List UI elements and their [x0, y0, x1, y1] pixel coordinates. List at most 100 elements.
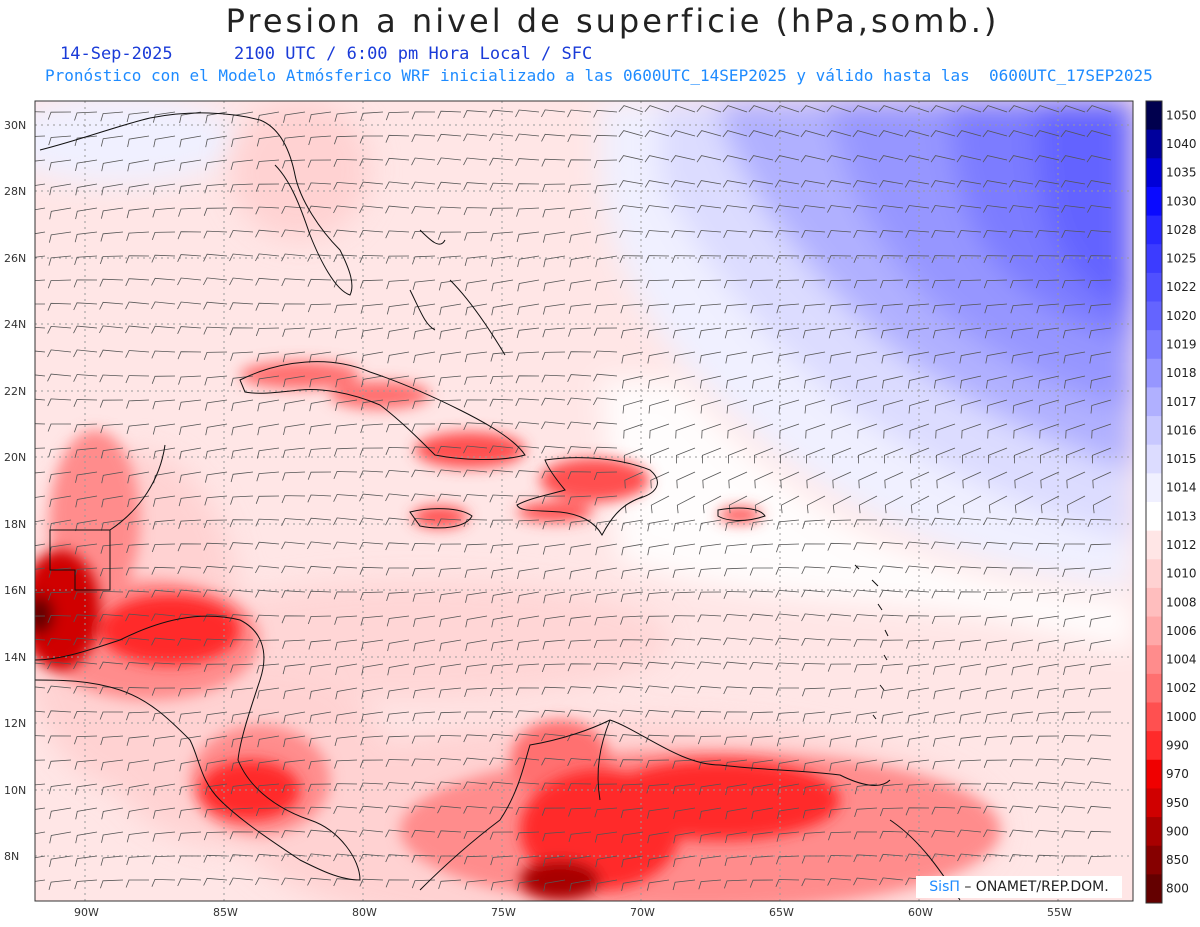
wind-barb [255, 807, 280, 817]
wind-barb [99, 711, 123, 720]
wind-barb [281, 518, 306, 526]
wind-barb [699, 807, 722, 820]
wind-barb [100, 231, 124, 242]
wind-barb [567, 159, 592, 168]
wind-barb [1089, 639, 1112, 652]
wind-barb [257, 111, 280, 124]
wind-barb [1009, 255, 1034, 264]
wind-barb [125, 278, 150, 287]
wind-barb [698, 879, 722, 890]
wind-barb [593, 662, 618, 671]
wind-barb [101, 159, 124, 172]
wind-barb [35, 735, 46, 737]
wind-barb [333, 783, 358, 792]
wind-barb [359, 853, 384, 862]
wind-barb [464, 255, 488, 267]
wind-barb [908, 399, 930, 414]
wind-barb [800, 155, 826, 163]
wind-barb [800, 180, 826, 188]
wind-barb [35, 135, 46, 137]
wind-barb [307, 517, 332, 526]
wind-barb [489, 494, 514, 503]
wind-barb [675, 423, 696, 439]
wind-barb [464, 375, 488, 385]
wind-barb [855, 711, 878, 723]
wind-barb [754, 471, 774, 489]
wind-barb [48, 591, 72, 601]
wind-barb [73, 685, 98, 694]
wind-barb [880, 303, 904, 314]
wind-barb [648, 375, 670, 389]
wind-barb [727, 423, 748, 439]
wind-barb [700, 399, 722, 414]
wind-barb [360, 111, 384, 122]
wind-barb [231, 111, 254, 124]
wind-barb [697, 614, 722, 623]
wind-barb [701, 447, 722, 464]
wind-barb [412, 711, 436, 722]
wind-barb [361, 639, 384, 651]
wind-barb [931, 205, 956, 213]
wind-barb [48, 447, 72, 458]
wind-barb [49, 519, 72, 532]
wind-barb [984, 303, 1008, 314]
wind-barb [47, 373, 72, 382]
wind-barb [230, 495, 254, 505]
wind-barb [854, 663, 878, 673]
wind-barb [884, 471, 904, 489]
wind-barb [882, 375, 904, 389]
wind-barb [35, 374, 46, 377]
wind-barb [229, 542, 254, 551]
wind-barb [621, 519, 644, 532]
wind-barb [255, 229, 280, 238]
wind-barb [307, 205, 332, 214]
wind-barb [412, 279, 436, 290]
wind-barb [101, 471, 124, 484]
wind-barb [413, 303, 436, 315]
wind-barb [774, 105, 800, 113]
wind-barb [1013, 423, 1034, 439]
wind-barb [153, 759, 176, 772]
wind-barb [125, 301, 150, 310]
wind-barb [959, 711, 982, 724]
wind-barb [203, 253, 228, 262]
wind-barb [35, 543, 46, 547]
colorbar-swatch [1146, 444, 1162, 474]
wind-barb [333, 853, 358, 862]
wind-barb [674, 375, 696, 389]
wind-barb [644, 155, 670, 163]
wind-barb [959, 663, 982, 676]
wind-barb [569, 855, 592, 867]
wind-barb [907, 735, 930, 748]
wind-barb [750, 303, 774, 314]
lat-tick: 22N [4, 385, 26, 398]
wind-barb [698, 327, 722, 339]
wind-barb [283, 711, 306, 724]
wind-barb [309, 399, 332, 412]
wind-barb [1062, 327, 1086, 339]
colorbar-label: 1010 [1166, 567, 1197, 581]
wind-barb [439, 351, 462, 363]
wind-barb [593, 446, 618, 455]
wind-barb [515, 158, 540, 167]
wind-barb [203, 230, 228, 239]
wind-barb [361, 663, 384, 676]
wind-barb [411, 111, 436, 120]
wind-barb [988, 495, 1008, 514]
wind-barb [697, 637, 722, 646]
wind-barb [987, 423, 1008, 439]
wind-barb [151, 566, 176, 575]
wind-barb [360, 399, 384, 411]
wind-barb [35, 326, 46, 329]
colorbar-label: 1006 [1166, 624, 1197, 638]
wind-barb [1008, 180, 1034, 188]
wind-barb [281, 253, 306, 262]
wind-barb [1087, 805, 1112, 814]
wind-barb [904, 155, 930, 163]
wind-barb [151, 543, 176, 553]
wind-barb [74, 135, 98, 147]
colorbar-label: 1030 [1166, 194, 1197, 208]
wind-barb [983, 517, 1008, 526]
wind-barb [308, 759, 332, 770]
wind-barb [516, 543, 540, 555]
